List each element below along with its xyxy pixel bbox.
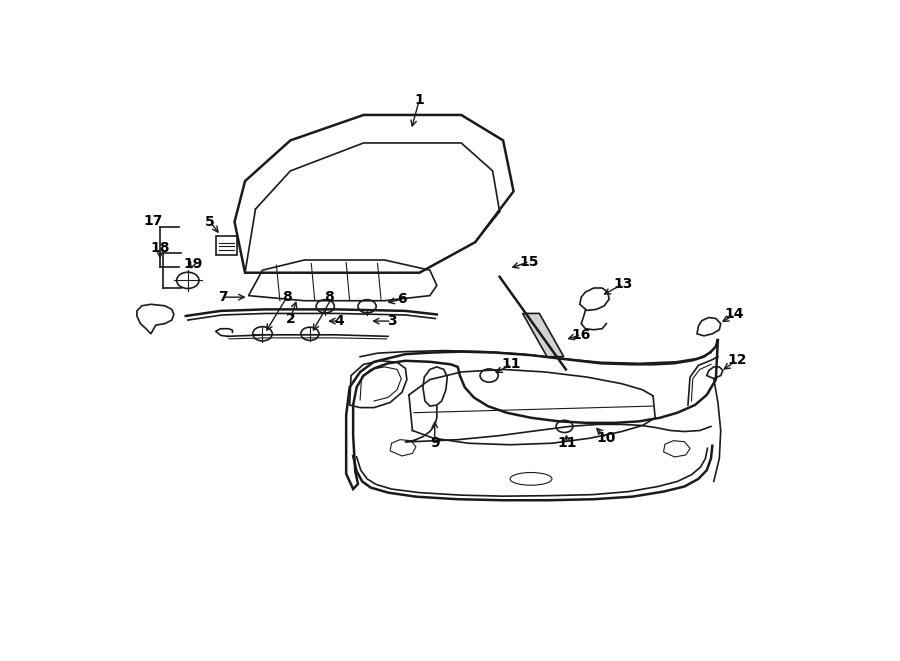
Text: 6: 6 <box>397 292 407 306</box>
Text: 16: 16 <box>572 328 591 342</box>
Text: 1: 1 <box>415 93 424 106</box>
Text: 19: 19 <box>183 256 202 270</box>
Bar <box>216 235 237 255</box>
Text: 8: 8 <box>282 290 292 304</box>
Text: 2: 2 <box>285 311 295 325</box>
Text: 8: 8 <box>325 290 339 304</box>
Text: 17: 17 <box>143 214 163 228</box>
Text: 15: 15 <box>520 254 539 268</box>
Text: 3: 3 <box>387 314 396 328</box>
Text: 10: 10 <box>597 431 616 445</box>
Text: 18: 18 <box>150 241 170 255</box>
Text: 11: 11 <box>501 358 521 371</box>
Text: 9: 9 <box>430 436 439 450</box>
Text: 14: 14 <box>724 307 744 321</box>
Text: 12: 12 <box>727 353 746 368</box>
Text: 7: 7 <box>218 290 228 304</box>
Polygon shape <box>523 313 563 357</box>
Text: 11: 11 <box>557 436 577 450</box>
Text: 4: 4 <box>334 314 344 328</box>
Text: 13: 13 <box>614 277 633 291</box>
Text: 5: 5 <box>205 215 215 229</box>
